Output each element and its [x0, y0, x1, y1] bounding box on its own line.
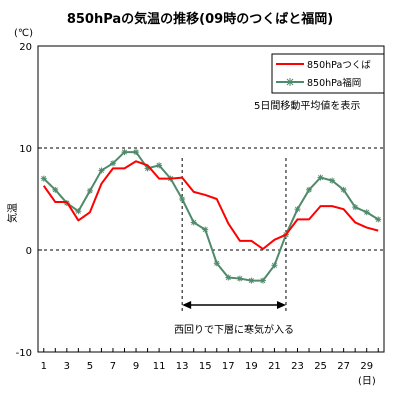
x-axis-unit: (日) — [358, 376, 376, 387]
data-point — [156, 162, 163, 169]
marker-stroke — [98, 167, 104, 173]
marker-stroke — [52, 187, 58, 193]
series-line-1 — [43, 151, 379, 282]
marker-stroke — [352, 204, 358, 210]
chart-title: 850hPaの気温の推移(09時のつくばと福岡) — [66, 12, 334, 27]
marker-stroke — [294, 206, 301, 212]
period-marker — [181, 158, 287, 312]
data-point — [248, 277, 255, 284]
marker-stroke — [133, 149, 139, 155]
y-tick-label: 0 — [26, 246, 32, 257]
period-note: 西回りで下層に寒気が入る — [174, 323, 294, 336]
data-point — [375, 216, 382, 223]
x-tick-label: 9 — [133, 361, 139, 372]
marker-stroke — [306, 187, 312, 193]
data-point — [213, 260, 220, 267]
marker-stroke — [87, 188, 93, 194]
data-point — [236, 275, 243, 282]
y-tick-label: 20 — [19, 42, 32, 53]
marker-stroke — [271, 262, 277, 268]
marker-stroke — [110, 160, 116, 166]
marker-stroke — [248, 278, 254, 284]
marker-stroke — [75, 208, 81, 214]
legend-label-tsukuba: 850hPaつくば — [307, 60, 371, 71]
data-point — [133, 149, 140, 156]
marker-stroke — [237, 276, 243, 282]
legend-label-fukuoka: 850hPa福岡 — [307, 77, 361, 89]
y-tick-label: -10 — [16, 348, 32, 359]
moving-average-note: 5日間移動平均値を表示 — [254, 99, 360, 112]
period-arrow-head-right — [276, 301, 286, 309]
y-tick-label: 10 — [19, 144, 32, 155]
data-point — [225, 274, 232, 281]
legend: 850hPaつくば 850hPa福岡 — [271, 53, 385, 94]
plot-frame — [37, 45, 385, 353]
data-point — [121, 149, 128, 156]
x-tick-label: 25 — [314, 361, 327, 372]
data-point — [329, 177, 336, 184]
x-tick-label: 11 — [153, 361, 166, 372]
marker-stroke — [121, 149, 128, 155]
data-point — [294, 206, 301, 213]
data-point — [202, 226, 209, 233]
data-point — [179, 196, 186, 202]
grid-layer — [38, 147, 384, 251]
data-point — [363, 209, 370, 216]
marker-stroke — [341, 187, 347, 193]
series-line-0 — [42, 160, 379, 250]
data-point — [271, 262, 278, 269]
data-point — [86, 187, 93, 194]
x-tick-label: 17 — [222, 361, 235, 372]
y-axis-unit: (℃) — [14, 28, 33, 39]
data-point — [190, 219, 197, 226]
data-point — [98, 167, 105, 174]
x-tick-label: 7 — [110, 361, 116, 372]
marker-stroke — [41, 176, 47, 182]
marker-stroke — [179, 196, 185, 202]
x-tick-label: 5 — [87, 361, 93, 372]
y-axis-ticks: 20 10 0 -10 — [16, 42, 42, 359]
legend-marker-fukuoka — [286, 78, 294, 86]
x-tick-label: 27 — [337, 361, 350, 372]
x-tick-label: 15 — [199, 361, 212, 372]
x-tick-label: 23 — [291, 361, 304, 372]
marker-stroke — [318, 175, 324, 181]
data-point — [340, 186, 347, 193]
x-tick-label: 21 — [268, 361, 281, 372]
marker-stroke — [260, 278, 266, 284]
marker-stroke — [214, 260, 220, 266]
data-point — [109, 160, 116, 167]
data-point — [317, 174, 324, 181]
marker-stroke — [156, 162, 162, 168]
x-tick-label: 29 — [360, 361, 373, 372]
x-axis-ticks: 1 3 5 7 9 11 13 15 17 19 21 23 25 27 29 — [41, 348, 379, 372]
x-tick-label: 13 — [176, 361, 189, 372]
marker-stroke — [191, 219, 197, 226]
x-tick-label: 19 — [245, 361, 258, 372]
data-point — [75, 208, 82, 215]
marker-stroke — [202, 227, 208, 233]
data-point — [52, 186, 59, 193]
y-axis-label: 気温 — [6, 203, 19, 223]
series-layer — [40, 149, 382, 284]
legend-box — [271, 53, 385, 94]
marker-stroke — [364, 209, 370, 215]
period-arrow-head-left — [182, 301, 192, 309]
data-point — [352, 204, 359, 211]
data-point — [40, 175, 47, 182]
marker-stroke — [375, 216, 381, 222]
data-point — [259, 277, 266, 284]
marker-stroke — [329, 178, 335, 184]
data-point — [306, 186, 313, 193]
x-tick-label: 3 — [64, 361, 70, 372]
marker-stroke — [225, 274, 231, 281]
x-tick-label: 1 — [41, 361, 47, 372]
